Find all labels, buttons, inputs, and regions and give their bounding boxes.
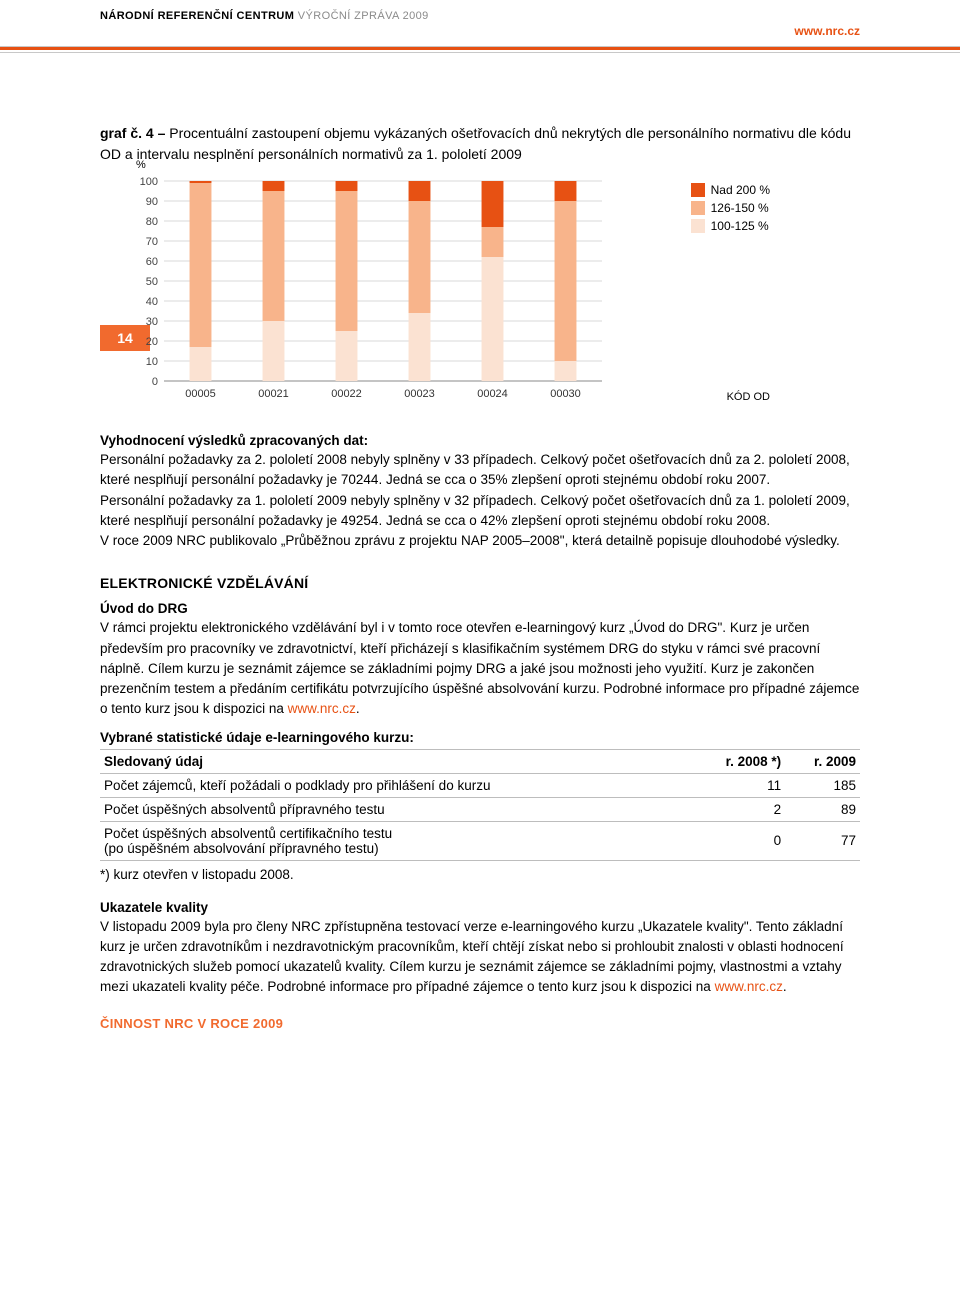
table-header-row: Sledovaný údaj r. 2008 *) r. 2009 — [100, 749, 860, 773]
table-cell: 89 — [785, 797, 860, 821]
svg-text:80: 80 — [146, 216, 158, 228]
svg-text:00030: 00030 — [550, 388, 581, 400]
accent-divider — [0, 47, 960, 50]
drg-subheading: Úvod do DRG — [100, 601, 860, 616]
svg-text:00024: 00024 — [477, 388, 508, 400]
chart-container: % 14 01020304050607080901000000500021000… — [100, 175, 860, 405]
header-url: www.nrc.cz — [100, 24, 860, 38]
col-header: Sledovaný údaj — [100, 749, 690, 773]
chart-y-unit: % — [136, 159, 146, 171]
header-title-bold: NÁRODNÍ REFERENČNÍ CENTRUM — [100, 10, 294, 22]
text-span: V rámci projektu elektronického vzdělává… — [100, 620, 859, 716]
svg-text:30: 30 — [146, 316, 158, 328]
svg-text:00021: 00021 — [258, 388, 289, 400]
elearning-heading: ELEKTRONICKÉ VZDĚLÁVÁNÍ — [100, 575, 860, 591]
drg-paragraph: V rámci projektu elektronického vzdělává… — [100, 618, 860, 719]
legend-swatch — [691, 219, 705, 233]
legend-swatch — [691, 183, 705, 197]
svg-text:40: 40 — [146, 296, 158, 308]
link-nrc[interactable]: www.nrc.cz — [288, 701, 356, 716]
legend-label: 100-125 % — [711, 219, 769, 233]
svg-text:10: 10 — [146, 356, 158, 368]
table-cell: 185 — [785, 773, 860, 797]
table-cell: 77 — [785, 821, 860, 860]
table-intro: Vybrané statistické údaje e-learningovéh… — [100, 730, 860, 745]
svg-text:90: 90 — [146, 196, 158, 208]
legend-item: Nad 200 % — [691, 183, 770, 197]
table-note: *) kurz otevřen v listopadu 2008. — [100, 867, 860, 882]
legend-swatch — [691, 201, 705, 215]
col-header: r. 2009 — [785, 749, 860, 773]
header-title-light: VÝROČNÍ ZPRÁVA 2009 — [294, 10, 428, 22]
chart-legend: Nad 200 % 126-150 % 100-125 % — [691, 183, 770, 237]
col-header: r. 2008 *) — [690, 749, 785, 773]
stacked-bar-chart: 0 10 20 30 40 50 60 70 80 90 100 00005 00021 00022 000… — [130, 175, 610, 405]
table-cell: 2 — [690, 797, 785, 821]
table-cell: Počet úspěšných absolventů přípravného t… — [100, 797, 690, 821]
table-cell: Počet zájemců, kteří požádali o podklady… — [100, 773, 690, 797]
svg-text:60: 60 — [146, 256, 158, 268]
svg-text:20: 20 — [146, 336, 158, 348]
results-paragraph: Personální požadavky za 2. pololetí 2008… — [100, 450, 860, 551]
svg-text:00005: 00005 — [185, 388, 216, 400]
svg-text:100: 100 — [140, 176, 158, 188]
table-row: Počet úspěšných absolventů certifikačníh… — [100, 821, 860, 860]
table-row: Počet úspěšných absolventů přípravného t… — [100, 797, 860, 821]
svg-text:70: 70 — [146, 236, 158, 248]
legend-label: 126-150 % — [711, 201, 769, 215]
table-cell: 0 — [690, 821, 785, 860]
quality-paragraph: V listopadu 2009 byla pro členy NRC zpří… — [100, 917, 860, 998]
table-row: Počet zájemců, kteří požádali o podklady… — [100, 773, 860, 797]
svg-text:50: 50 — [146, 276, 158, 288]
legend-label: Nad 200 % — [711, 183, 770, 197]
divider — [0, 52, 960, 53]
text-span: . — [783, 979, 787, 994]
chart-x-axis-label: KÓD OD — [620, 391, 770, 403]
stats-table: Sledovaný údaj r. 2008 *) r. 2009 Počet … — [100, 749, 860, 861]
table-cell: 11 — [690, 773, 785, 797]
svg-text:00023: 00023 — [404, 388, 435, 400]
legend-item: 100-125 % — [691, 219, 770, 233]
footer-section-title: ČINNOST NRC V ROCE 2009 — [100, 1016, 860, 1031]
results-heading: Vyhodnocení výsledků zpracovaných dat: — [100, 433, 860, 448]
svg-text:00022: 00022 — [331, 388, 362, 400]
table-cell: Počet úspěšných absolventů certifikačníh… — [100, 821, 690, 860]
chart-label: graf č. 4 – — [100, 125, 169, 141]
link-nrc[interactable]: www.nrc.cz — [715, 979, 783, 994]
legend-item: 126-150 % — [691, 201, 770, 215]
svg-text:0: 0 — [152, 376, 158, 388]
chart-title-text: Procentuální zastoupení objemu vykázanýc… — [100, 125, 851, 162]
text-span: . — [356, 701, 360, 716]
quality-subheading: Ukazatele kvality — [100, 900, 860, 915]
